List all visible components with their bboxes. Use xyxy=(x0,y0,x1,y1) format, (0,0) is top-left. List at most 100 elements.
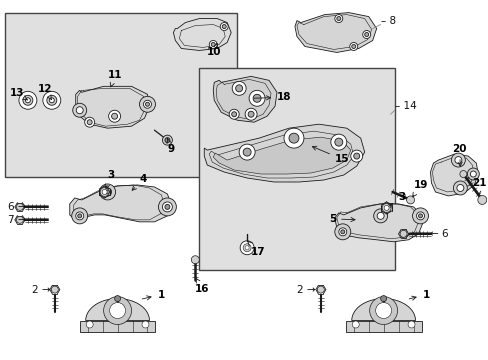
Text: 19: 19 xyxy=(412,180,427,197)
Circle shape xyxy=(231,112,236,117)
Circle shape xyxy=(211,42,215,46)
Circle shape xyxy=(17,216,23,223)
Polygon shape xyxy=(85,298,149,320)
Circle shape xyxy=(162,202,172,212)
Circle shape xyxy=(349,42,357,50)
Circle shape xyxy=(229,109,239,119)
Circle shape xyxy=(164,138,169,143)
Circle shape xyxy=(450,153,465,167)
Circle shape xyxy=(87,120,92,125)
Text: 4: 4 xyxy=(132,174,146,190)
Circle shape xyxy=(412,208,427,224)
Circle shape xyxy=(244,246,248,250)
Circle shape xyxy=(477,195,486,204)
Text: 18: 18 xyxy=(253,92,291,102)
Circle shape xyxy=(353,153,359,159)
Circle shape xyxy=(380,296,386,302)
Circle shape xyxy=(406,196,414,204)
Circle shape xyxy=(336,17,340,21)
Circle shape xyxy=(86,321,93,328)
Text: 9: 9 xyxy=(167,139,174,154)
Circle shape xyxy=(362,31,370,39)
Circle shape xyxy=(145,102,149,106)
Polygon shape xyxy=(76,86,149,128)
Circle shape xyxy=(111,113,117,119)
Text: 5: 5 xyxy=(328,214,354,224)
Circle shape xyxy=(222,24,226,28)
Circle shape xyxy=(351,321,359,328)
Circle shape xyxy=(76,107,83,114)
Circle shape xyxy=(334,224,350,240)
Text: 3: 3 xyxy=(387,192,405,208)
Text: ← 6: ← 6 xyxy=(429,229,448,239)
Circle shape xyxy=(381,203,390,212)
Circle shape xyxy=(108,110,121,122)
Text: 2 →: 2 → xyxy=(296,285,315,294)
Circle shape xyxy=(78,214,81,218)
Circle shape xyxy=(364,32,368,36)
Circle shape xyxy=(369,297,397,324)
Polygon shape xyxy=(173,19,231,50)
Text: 3: 3 xyxy=(105,170,115,189)
Circle shape xyxy=(109,302,125,319)
Circle shape xyxy=(25,98,30,103)
Circle shape xyxy=(253,94,261,102)
Text: 11: 11 xyxy=(107,70,122,87)
Circle shape xyxy=(103,297,131,324)
Polygon shape xyxy=(204,124,364,182)
Circle shape xyxy=(49,98,54,103)
Circle shape xyxy=(340,230,344,234)
Circle shape xyxy=(19,91,37,109)
Polygon shape xyxy=(70,185,171,222)
Circle shape xyxy=(244,108,257,120)
Circle shape xyxy=(162,135,172,145)
Circle shape xyxy=(459,171,466,177)
Text: 13: 13 xyxy=(10,88,27,100)
Circle shape xyxy=(43,91,61,109)
Text: – 8: – 8 xyxy=(380,15,395,26)
Circle shape xyxy=(452,181,467,195)
Circle shape xyxy=(330,134,346,150)
Circle shape xyxy=(334,138,342,146)
Circle shape xyxy=(23,95,33,105)
Circle shape xyxy=(105,190,109,194)
Circle shape xyxy=(72,208,87,224)
Circle shape xyxy=(103,188,111,196)
Text: 10: 10 xyxy=(207,44,222,58)
Circle shape xyxy=(158,198,176,216)
Circle shape xyxy=(351,45,355,49)
Circle shape xyxy=(248,90,264,106)
Circle shape xyxy=(384,206,388,210)
Circle shape xyxy=(47,95,57,105)
Circle shape xyxy=(232,81,245,95)
Circle shape xyxy=(373,209,387,223)
Circle shape xyxy=(139,96,155,112)
Text: 6 →: 6 → xyxy=(8,202,26,212)
Circle shape xyxy=(456,184,463,192)
Circle shape xyxy=(102,189,107,194)
Circle shape xyxy=(220,23,228,31)
Text: – 14: – 14 xyxy=(394,101,415,111)
Text: 12: 12 xyxy=(38,84,52,100)
Circle shape xyxy=(142,321,149,328)
Bar xyxy=(5,13,237,177)
Polygon shape xyxy=(213,137,350,174)
Circle shape xyxy=(284,128,304,148)
Circle shape xyxy=(467,168,478,180)
Circle shape xyxy=(164,204,169,210)
Text: 1: 1 xyxy=(142,289,164,300)
Polygon shape xyxy=(80,320,155,332)
Text: 17: 17 xyxy=(247,242,265,257)
Bar xyxy=(199,68,394,270)
Circle shape xyxy=(338,228,346,236)
Polygon shape xyxy=(334,204,422,242)
Text: 16: 16 xyxy=(195,278,209,294)
Circle shape xyxy=(84,117,95,127)
Polygon shape xyxy=(294,13,376,53)
Circle shape xyxy=(399,230,406,237)
Circle shape xyxy=(454,157,461,163)
Circle shape xyxy=(375,302,391,319)
Circle shape xyxy=(416,212,424,220)
Circle shape xyxy=(243,244,251,252)
Circle shape xyxy=(76,212,83,220)
